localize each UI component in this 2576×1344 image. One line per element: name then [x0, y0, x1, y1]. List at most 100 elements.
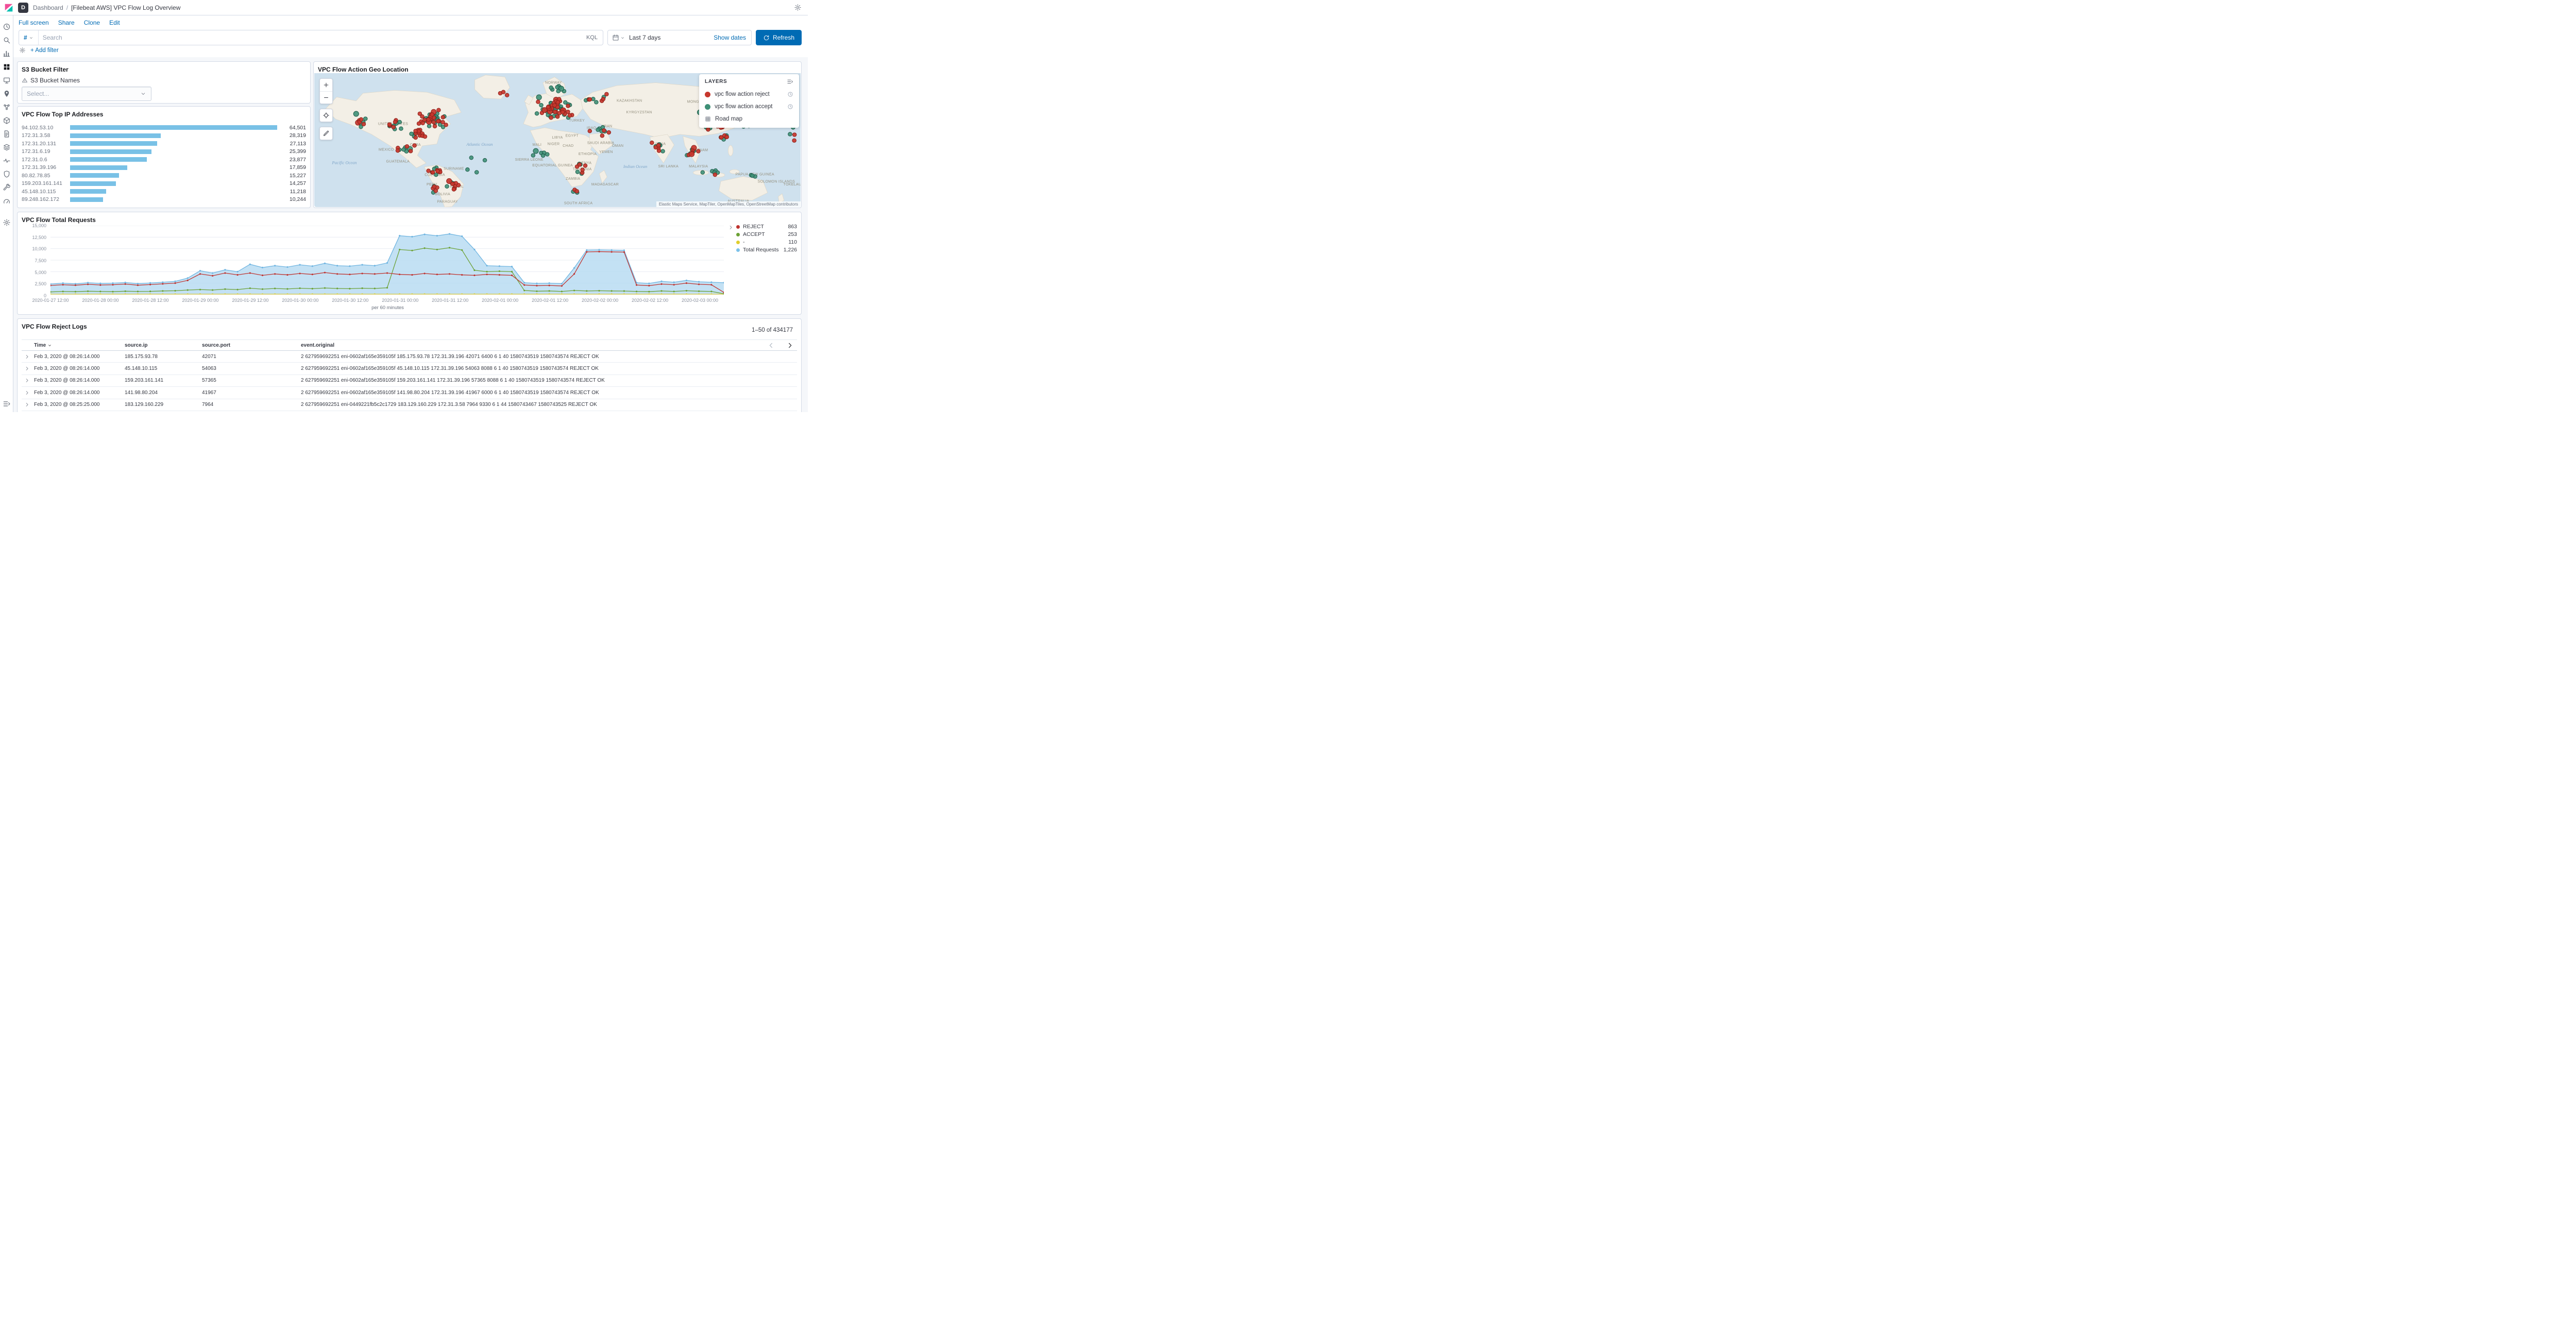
zoom-in-button[interactable] — [320, 79, 332, 91]
nav-canvas-icon[interactable] — [3, 76, 11, 84]
zoom-out-button[interactable] — [320, 91, 332, 104]
menu-share[interactable]: Share — [58, 19, 75, 26]
map-canvas[interactable]: Pacific Ocean Atlantic Ocean Indian Ocean N… — [314, 73, 801, 207]
draw-filter-button[interactable] — [320, 127, 332, 140]
expand-row-icon[interactable] — [24, 402, 30, 407]
expand-row-icon[interactable] — [24, 378, 30, 383]
layer-item[interactable]: vpc flow action accept — [699, 100, 799, 113]
country-label: MALI — [533, 143, 542, 147]
nav-metrics-icon[interactable] — [3, 116, 11, 125]
legend-collapse-icon[interactable] — [728, 225, 734, 230]
ip-bar-row[interactable]: 172.31.20.131 27,113 — [22, 140, 306, 148]
prev-page-button[interactable] — [767, 342, 775, 349]
country-label: MADAGASCAR — [591, 183, 619, 186]
ip-bar-row[interactable]: 94.102.53.10 64,501 — [22, 124, 306, 132]
show-dates-button[interactable]: Show dates — [714, 34, 746, 41]
menu-clone[interactable]: Clone — [83, 19, 100, 26]
nav-dashboard-icon[interactable] — [3, 63, 11, 71]
log-row[interactable]: Feb 3, 2020 @ 08:25:25.000194.26.29.1304… — [22, 411, 797, 412]
log-row[interactable]: Feb 3, 2020 @ 08:26:14.000 185.175.93.78 4… — [22, 351, 797, 363]
ip-bar-row[interactable]: 159.203.161.141 14,257 — [22, 180, 306, 188]
legend-item[interactable]: - 110 — [736, 239, 797, 245]
x-axis-title: per 60 minutes — [371, 305, 404, 311]
nav-siem-icon[interactable] — [3, 170, 11, 178]
ip-bar-row[interactable]: 172.31.6.19 25,399 — [22, 148, 306, 156]
ocean-label: Indian Ocean — [623, 164, 647, 169]
layer-item[interactable]: Road map — [699, 113, 799, 125]
panel-title: VPC Flow Action Geo Location — [318, 66, 409, 73]
nav-discover-icon[interactable] — [3, 36, 11, 44]
log-row[interactable]: Feb 3, 2020 @ 08:26:14.000 141.98.80.204 4… — [22, 387, 797, 399]
legend-item[interactable]: REJECT 863 — [736, 224, 797, 230]
column-header-source-port[interactable]: source.port — [202, 342, 231, 348]
nav-collapse-button[interactable] — [3, 400, 11, 408]
log-row[interactable]: Feb 3, 2020 @ 08:25:25.000 183.129.160.22… — [22, 399, 797, 411]
filter-options-icon[interactable] — [19, 47, 26, 54]
refresh-icon — [763, 35, 770, 41]
ip-bar[interactable] — [70, 133, 161, 138]
timeseries-plot[interactable] — [50, 226, 724, 295]
search-input[interactable] — [38, 34, 581, 41]
ip-bar-row[interactable]: 45.148.10.115 11,218 — [22, 188, 306, 196]
nav-dev-tools-icon[interactable] — [3, 183, 11, 192]
space-badge[interactable]: D — [18, 2, 28, 13]
ocean-label: Atlantic Ocean — [466, 142, 493, 147]
nav-maps-icon[interactable] — [3, 90, 11, 98]
kql-label[interactable]: KQL — [586, 35, 598, 41]
column-header-time[interactable]: Time — [34, 343, 125, 348]
expand-row-icon[interactable] — [24, 366, 30, 371]
country-label: SAUDI ARABIA — [587, 141, 615, 145]
ip-bar[interactable] — [70, 181, 116, 186]
expand-row-icon[interactable] — [24, 354, 30, 360]
ip-bar-row[interactable]: 80.82.78.85 15,227 — [22, 172, 306, 180]
ip-bar-row[interactable]: 172.31.3.58 28,319 — [22, 132, 306, 140]
kibana-logo[interactable] — [4, 3, 13, 12]
ip-bar-row[interactable]: 89.248.162.172 10,244 — [22, 196, 306, 204]
s3-bucket-select[interactable]: Select... — [22, 87, 151, 101]
add-filter-button[interactable]: + Add filter — [30, 47, 59, 54]
nav-machine-learning-icon[interactable] — [3, 103, 11, 111]
ip-bar[interactable] — [70, 141, 157, 146]
time-range[interactable]: Last 7 days — [629, 34, 661, 41]
nav-management-icon[interactable] — [3, 218, 11, 227]
ip-bar[interactable] — [70, 197, 103, 202]
expand-row-icon[interactable] — [24, 390, 30, 396]
breadcrumb-dashboard[interactable]: Dashboard — [33, 4, 63, 11]
legend-item[interactable]: Total Requests 1,226 — [736, 247, 797, 253]
ip-bar[interactable] — [70, 189, 106, 194]
country-label: BOLIVIA — [435, 193, 450, 196]
ip-bar-row[interactable]: 172.31.39.196 17,859 — [22, 164, 306, 172]
header-settings-icon[interactable] — [794, 4, 802, 11]
x-tick-label: 2020-01-31 12:00 — [432, 298, 469, 303]
saved-query-menu-button[interactable]: # — [19, 30, 39, 45]
column-header-event-original[interactable]: event.original — [301, 342, 335, 348]
set-view-button[interactable] — [320, 109, 332, 122]
ip-bar[interactable] — [70, 165, 128, 170]
log-row[interactable]: Feb 3, 2020 @ 08:26:14.000 45.148.10.115 5… — [22, 363, 797, 375]
collapse-layers-icon[interactable] — [787, 78, 793, 85]
nav-stack-monitoring-icon[interactable] — [3, 197, 11, 205]
nav-visualize-icon[interactable] — [3, 49, 11, 58]
layer-label: vpc flow action reject — [715, 91, 770, 97]
nav-apm-icon[interactable] — [3, 143, 11, 151]
date-picker-menu-button[interactable] — [608, 30, 629, 45]
ip-bar-row[interactable]: 172.31.0.6 23,877 — [22, 156, 306, 164]
nav-recently-viewed-icon[interactable] — [3, 23, 11, 31]
refresh-button[interactable]: Refresh — [755, 30, 802, 45]
menu-edit[interactable]: Edit — [109, 19, 120, 26]
column-header-source-ip[interactable]: source.ip — [125, 342, 148, 348]
layer-item[interactable]: vpc flow action reject — [699, 88, 799, 100]
panel-total-requests: VPC Flow Total Requests 0 2,500 5,000 7,500… — [17, 212, 802, 315]
menu-full-screen[interactable]: Full screen — [19, 19, 49, 26]
ip-bar[interactable] — [70, 173, 119, 178]
nav-uptime-icon[interactable] — [3, 157, 11, 165]
nav-logs-icon[interactable] — [3, 130, 11, 138]
ip-bar[interactable] — [70, 149, 152, 154]
log-row[interactable]: Feb 3, 2020 @ 08:26:14.000 159.203.161.14… — [22, 375, 797, 387]
legend-item[interactable]: ACCEPT 253 — [736, 231, 797, 237]
next-page-button[interactable] — [786, 342, 794, 349]
ip-bar[interactable] — [70, 157, 147, 162]
ip-bar[interactable] — [70, 125, 277, 130]
country-label: ETHIOPIA — [579, 152, 597, 156]
y-tick-label: 12,500 — [32, 234, 46, 240]
